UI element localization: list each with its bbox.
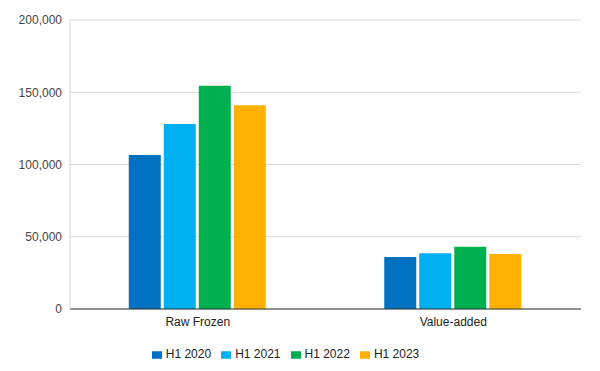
html-text:H1 2023: H1 2023 bbox=[373, 347, 420, 361]
html-text:H1 2021: H1 2021 bbox=[235, 347, 281, 361]
html-text:H1 2020: H1 2020 bbox=[165, 347, 212, 361]
svg-text:200,000: 200,000 bbox=[19, 13, 63, 27]
svg-text:150,000: 150,000 bbox=[19, 86, 63, 100]
svg-text:Raw Frozen: Raw Frozen bbox=[165, 315, 230, 329]
html-text:H1 2022: H1 2022 bbox=[304, 347, 350, 361]
svg-text:50,000: 50,000 bbox=[25, 230, 62, 244]
svg-text:Value-added: Value-added bbox=[420, 315, 487, 329]
svg-text:100,000: 100,000 bbox=[19, 158, 63, 172]
svg-text:0: 0 bbox=[55, 302, 62, 316]
